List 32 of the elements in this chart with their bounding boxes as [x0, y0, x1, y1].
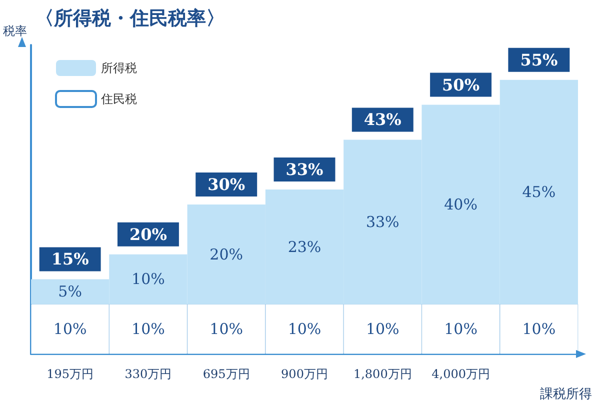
- data-label: 10%: [444, 320, 478, 338]
- total-label: 30%: [208, 174, 246, 194]
- total-label: 50%: [442, 75, 480, 94]
- total-label: 33%: [286, 160, 324, 180]
- data-label: 5%: [58, 282, 82, 301]
- data-label: 10%: [132, 320, 165, 338]
- x-tick-label: 195万円: [46, 367, 94, 381]
- data-label: 40%: [444, 195, 478, 214]
- legend-label: 所得税: [101, 61, 137, 75]
- x-axis-title: 課税所得: [540, 387, 592, 402]
- data-label: 45%: [522, 183, 556, 202]
- data-label: 33%: [366, 212, 400, 231]
- data-label: 10%: [132, 270, 165, 288]
- total-label: 55%: [520, 50, 558, 70]
- data-label: 10%: [53, 320, 87, 338]
- x-tick-label: 695万円: [202, 367, 250, 381]
- total-label: 43%: [364, 110, 402, 130]
- data-label: 23%: [288, 238, 322, 256]
- data-label: 20%: [210, 245, 244, 264]
- data-label: 10%: [210, 320, 244, 338]
- legend-label: 住民税: [100, 92, 137, 106]
- data-label: 10%: [366, 320, 400, 338]
- data-label: 10%: [288, 320, 322, 338]
- data-label: 10%: [522, 320, 556, 338]
- total-label: 15%: [51, 250, 89, 269]
- y-axis-title: 税率: [3, 24, 27, 38]
- x-tick-label: 900万円: [281, 367, 328, 381]
- x-tick-label: 330万円: [124, 367, 172, 381]
- x-tick-label: 4,000万円: [432, 367, 490, 381]
- total-label: 20%: [129, 224, 167, 244]
- chart-title: 〈所得税・住民税率〉: [35, 8, 225, 30]
- x-tick-label: 1,800万円: [353, 367, 412, 381]
